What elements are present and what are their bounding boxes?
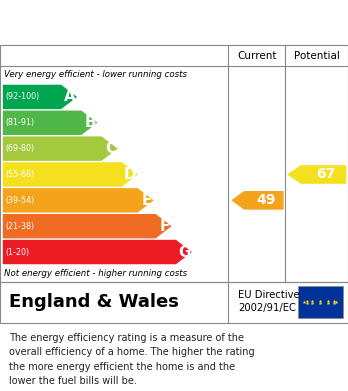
Text: 49: 49 [256, 193, 275, 207]
Text: (21-38): (21-38) [6, 222, 35, 231]
Polygon shape [3, 214, 172, 239]
Polygon shape [3, 162, 138, 187]
Bar [298, 287, 343, 317]
Text: B: B [84, 115, 96, 130]
Text: Potential: Potential [294, 50, 340, 61]
Text: Energy Efficiency Rating: Energy Efficiency Rating [9, 13, 249, 32]
Polygon shape [287, 165, 346, 184]
Text: C: C [105, 141, 116, 156]
Text: Current: Current [237, 50, 276, 61]
Text: F: F [160, 219, 170, 234]
Polygon shape [3, 188, 153, 213]
Polygon shape [3, 111, 97, 135]
Polygon shape [3, 136, 118, 161]
Polygon shape [3, 85, 77, 109]
Text: (1-20): (1-20) [6, 248, 30, 256]
Text: (92-100): (92-100) [6, 92, 40, 101]
Polygon shape [231, 191, 284, 210]
Text: (39-54): (39-54) [6, 196, 35, 205]
Text: EU Directive
2002/91/EC: EU Directive 2002/91/EC [238, 290, 300, 313]
Text: G: G [178, 244, 190, 260]
Text: E: E [142, 193, 152, 208]
Text: 67: 67 [316, 167, 335, 181]
Text: Not energy efficient - higher running costs: Not energy efficient - higher running co… [4, 269, 187, 278]
Polygon shape [3, 240, 192, 264]
Text: A: A [64, 90, 76, 104]
Text: England & Wales: England & Wales [9, 293, 179, 311]
Text: (81-91): (81-91) [6, 118, 35, 127]
Text: D: D [124, 167, 136, 182]
Text: The energy efficiency rating is a measure of the
overall efficiency of a home. T: The energy efficiency rating is a measur… [9, 333, 254, 386]
Text: Very energy efficient - lower running costs: Very energy efficient - lower running co… [4, 70, 187, 79]
Text: (69-80): (69-80) [6, 144, 35, 153]
Text: (55-68): (55-68) [6, 170, 35, 179]
